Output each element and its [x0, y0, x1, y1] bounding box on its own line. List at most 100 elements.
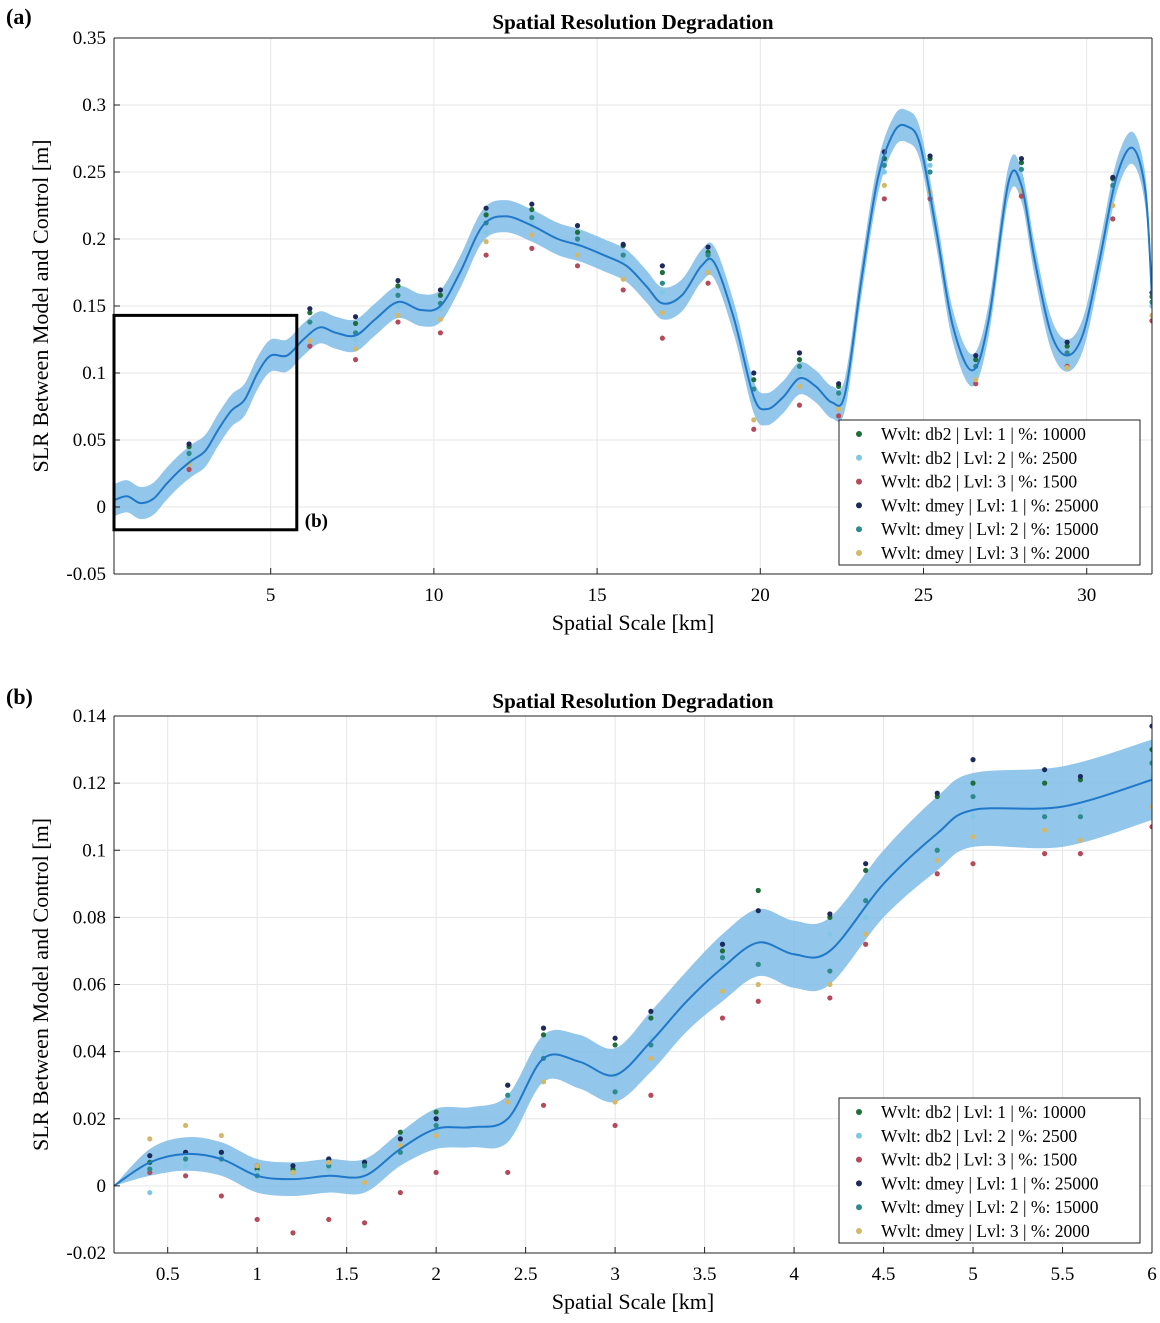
data-point	[326, 1159, 332, 1165]
data-point	[881, 196, 887, 202]
data-point	[186, 456, 192, 462]
legend-marker	[856, 1132, 862, 1139]
data-point	[352, 314, 359, 320]
y-tick-label: 0.12	[73, 773, 106, 794]
data-point	[186, 450, 192, 456]
data-point	[612, 1042, 618, 1048]
data-point	[705, 269, 711, 276]
data-point	[1042, 814, 1048, 820]
data-point	[648, 1015, 654, 1021]
legend-entry: Wvlt: dmey | Lvl: 3 | %: 2000	[881, 1221, 1090, 1241]
data-point	[836, 413, 842, 419]
data-point	[620, 256, 626, 262]
data-point	[881, 162, 887, 168]
data-point	[659, 269, 665, 276]
legend-entry: Wvlt: db2 | Lvl: 2 | %: 2500	[881, 1126, 1077, 1146]
x-tick-label: 15	[588, 585, 607, 606]
data-point	[1042, 780, 1048, 786]
data-point	[751, 426, 757, 432]
legend-marker	[856, 1228, 862, 1234]
data-point	[1149, 804, 1152, 810]
data-point	[751, 417, 757, 423]
data-point	[1149, 312, 1152, 318]
data-point	[836, 397, 842, 403]
data-point	[352, 336, 359, 343]
x-tick-label: 4.5	[872, 1264, 896, 1285]
data-point	[620, 276, 626, 282]
data-point	[863, 914, 869, 920]
data-point	[836, 390, 842, 396]
data-point	[620, 252, 626, 258]
data-point	[927, 153, 933, 159]
data-point	[1077, 851, 1084, 857]
legend-marker	[856, 502, 862, 509]
data-point	[147, 1153, 153, 1159]
legend-marker	[856, 1180, 862, 1187]
data-point	[361, 1179, 368, 1186]
data-point	[836, 406, 842, 412]
data-point	[307, 306, 313, 312]
data-point	[437, 316, 444, 322]
data-point	[290, 1169, 296, 1176]
data-point	[863, 867, 869, 873]
data-point	[1149, 773, 1152, 780]
data-point	[540, 1079, 547, 1085]
data-point	[529, 232, 535, 238]
data-point	[1018, 166, 1025, 172]
legend-entry: Wvlt: dmey | Lvl: 3 | %: 2000	[881, 543, 1090, 563]
legend-marker	[856, 1109, 862, 1115]
x-tick-label: 10	[424, 585, 443, 606]
data-point	[1110, 174, 1116, 180]
confidence-band	[114, 739, 1152, 1196]
legend-entry: Wvlt: dmey | Lvl: 1 | %: 25000	[881, 1173, 1099, 1193]
y-tick-label: 0.06	[73, 975, 106, 996]
data-point	[540, 1049, 547, 1055]
data-point	[326, 1216, 332, 1223]
panel-letter-a: (a)	[6, 4, 32, 29]
data-point	[1077, 814, 1084, 820]
data-point	[1077, 807, 1084, 813]
y-tick-label: 0.1	[82, 363, 106, 384]
data-point	[863, 861, 869, 867]
data-point	[433, 1122, 439, 1129]
data-point	[395, 277, 401, 284]
data-point	[659, 335, 665, 341]
data-point	[483, 212, 489, 218]
mean-line	[114, 123, 1152, 505]
y-tick-label: 0.08	[73, 907, 106, 928]
data-point	[483, 205, 489, 211]
data-point	[361, 1163, 368, 1169]
legend-entry: Wvlt: db2 | Lvl: 3 | %: 1500	[881, 472, 1077, 492]
data-point	[1110, 202, 1116, 209]
x-tick-label: 1.5	[335, 1264, 359, 1285]
data-point	[934, 847, 940, 853]
data-point	[827, 981, 833, 988]
data-point	[796, 370, 803, 376]
y-tick-label: 0.02	[73, 1109, 106, 1130]
data-point	[395, 292, 401, 298]
data-point	[612, 1089, 618, 1095]
y-tick-label: 0.1	[82, 840, 106, 861]
data-point	[397, 1129, 403, 1135]
legend-entry: Wvlt: db2 | Lvl: 1 | %: 10000	[881, 424, 1086, 444]
data-point	[659, 263, 665, 269]
data-point	[352, 346, 359, 352]
legend-box	[838, 1097, 1141, 1244]
data-point	[705, 252, 711, 258]
data-point	[483, 239, 489, 245]
data-point	[352, 357, 359, 363]
data-point	[182, 1156, 189, 1162]
data-point	[290, 1163, 296, 1169]
panel-letter-b: (b)	[6, 684, 33, 709]
series-4	[147, 723, 1152, 1169]
data-point	[1064, 343, 1070, 349]
chart-a-title: Spatial Resolution Degradation	[492, 10, 774, 34]
x-tick-label: 25	[914, 585, 933, 606]
y-tick-label: -0.02	[66, 1243, 106, 1264]
data-point	[395, 303, 401, 309]
data-point	[970, 861, 976, 867]
legend-marker	[856, 1204, 862, 1211]
data-point	[863, 897, 869, 904]
x-tick-label: 30	[1077, 585, 1096, 606]
data-point	[182, 1163, 189, 1169]
